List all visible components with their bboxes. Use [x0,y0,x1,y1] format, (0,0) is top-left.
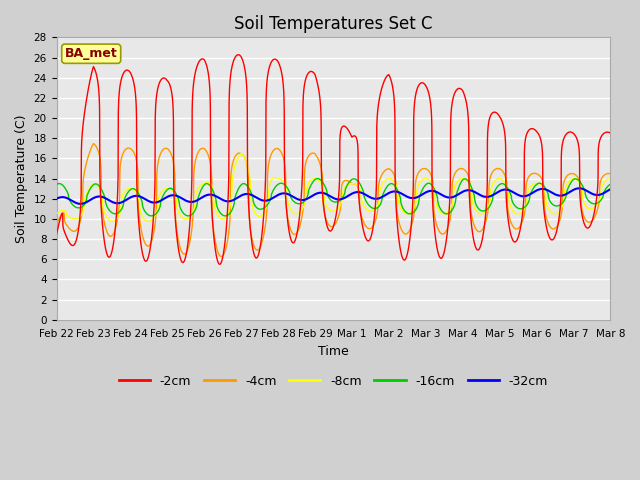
Y-axis label: Soil Temperature (C): Soil Temperature (C) [15,114,28,243]
Text: BA_met: BA_met [65,47,118,60]
Title: Soil Temperatures Set C: Soil Temperatures Set C [234,15,433,33]
Legend: -2cm, -4cm, -8cm, -16cm, -32cm: -2cm, -4cm, -8cm, -16cm, -32cm [113,370,553,393]
X-axis label: Time: Time [318,345,349,358]
